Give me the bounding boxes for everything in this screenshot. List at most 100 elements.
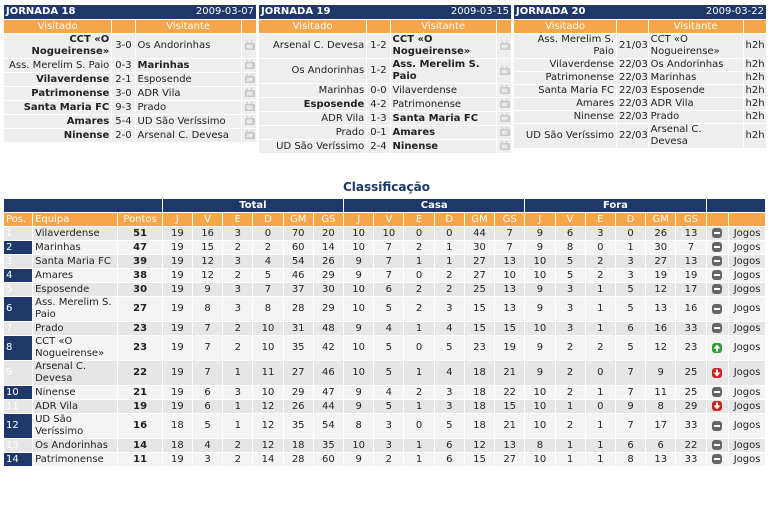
- stat: 0: [585, 361, 615, 385]
- games-link[interactable]: Jogos: [733, 453, 761, 465]
- stat: 1: [404, 453, 434, 466]
- column-title: GS: [495, 213, 525, 226]
- h2h-link[interactable]: h2h: [745, 111, 765, 122]
- games-link[interactable]: Jogos: [733, 303, 761, 314]
- home-team: Ninense: [514, 111, 617, 123]
- team-name: Ninense: [33, 386, 118, 399]
- stat: 7: [374, 269, 404, 282]
- match-row: Arsenal C. Devesa 1-2 CCT «O Nogueirense»: [259, 34, 511, 58]
- stat: 29: [313, 297, 344, 321]
- home-team: Santa Maria FC: [4, 101, 112, 114]
- games-link[interactable]: Jogos: [733, 386, 761, 398]
- stat: 28: [283, 297, 313, 321]
- stat: 13: [646, 453, 676, 466]
- stat: 3: [223, 227, 253, 240]
- games-cell: Jogos: [729, 241, 765, 254]
- match-middle: 2-0: [112, 129, 135, 142]
- games-link[interactable]: Jogos: [733, 227, 761, 239]
- match-extra: [241, 115, 256, 128]
- stat: 7: [192, 336, 223, 360]
- stat: 13: [495, 283, 525, 296]
- games-link[interactable]: Jogos: [733, 367, 761, 378]
- stat: 1: [555, 453, 585, 466]
- away-header: Visitante: [648, 20, 743, 33]
- stat: 15: [464, 297, 495, 321]
- stat: 17: [646, 414, 676, 438]
- away-team: CCT «O Nogueirense»: [648, 34, 743, 58]
- h2h-link[interactable]: h2h: [745, 85, 765, 96]
- stat: 10: [344, 283, 374, 296]
- stat: 47: [313, 386, 344, 399]
- away-team: Ninense: [390, 140, 496, 153]
- home-team: UD São Veríssimo: [259, 140, 367, 153]
- stat: 10: [525, 269, 555, 282]
- games-link[interactable]: Jogos: [733, 420, 761, 431]
- stat: 4: [434, 361, 464, 385]
- stat: 18: [283, 439, 313, 452]
- stat: 2: [223, 453, 253, 466]
- stat: 1: [555, 400, 585, 413]
- games-link[interactable]: Jogos: [733, 342, 761, 353]
- stat: 70: [283, 227, 313, 240]
- match-row: Santa Maria FC 9-3 Prado: [4, 101, 256, 114]
- stat: 3: [223, 255, 253, 268]
- match-row: UD São Veríssimo 22/03 Arsenal C. Devesa h2…: [514, 124, 766, 148]
- match-row: Vilaverdense 2-1 Esposende: [4, 73, 256, 86]
- away-team: ADR Vila: [135, 87, 241, 100]
- away-team: Arsenal C. Devesa: [135, 129, 241, 142]
- match-extra: h2h: [743, 85, 766, 97]
- match-middle: 22/03: [617, 98, 648, 110]
- h2h-link[interactable]: h2h: [745, 98, 765, 109]
- match-middle: 0-1: [367, 126, 390, 139]
- match-middle: 22/03: [617, 59, 648, 71]
- h2h-link[interactable]: h2h: [745, 130, 765, 141]
- match-extra: [496, 112, 511, 125]
- games-link[interactable]: Jogos: [733, 255, 761, 267]
- trend-icon: [712, 342, 723, 353]
- round-box: JORNADA 19 2009-03-15 Visitado Visitante Ars…: [258, 4, 512, 154]
- stat: 18: [464, 414, 495, 438]
- match-row: CCT «O Nogueirense» 3-0 Os Andorinhas: [4, 34, 256, 58]
- stat: 2: [223, 439, 253, 452]
- group-gap: [706, 199, 765, 212]
- stat: 8: [646, 400, 676, 413]
- match-middle: 9-3: [112, 101, 135, 114]
- stat: 13: [495, 439, 525, 452]
- games-link[interactable]: Jogos: [733, 241, 761, 253]
- away-team: Marinhas: [135, 59, 241, 72]
- stat: 19: [676, 269, 706, 282]
- stat: 1: [404, 361, 434, 385]
- stat: 7: [374, 255, 404, 268]
- column-title: Equipa: [33, 213, 118, 226]
- match-row: Santa Maria FC 22/03 Esposende h2h: [514, 85, 766, 97]
- stat: 12: [192, 255, 223, 268]
- stat: 16: [676, 297, 706, 321]
- stat: 19: [162, 400, 192, 413]
- stat: 2: [555, 414, 585, 438]
- position: 8: [4, 336, 33, 360]
- games-link[interactable]: Jogos: [733, 283, 761, 295]
- stat: 33: [676, 322, 706, 335]
- h2h-link[interactable]: h2h: [745, 59, 765, 70]
- home-team: Vilaverdense: [4, 73, 112, 86]
- match-row: Amares 5-4 UD São Veríssimo: [4, 115, 256, 128]
- round-header-cell: JORNADA 19 2009-03-15: [259, 5, 511, 19]
- stat: 26: [283, 400, 313, 413]
- stat: 29: [676, 400, 706, 413]
- stat: 27: [464, 255, 495, 268]
- trend-cell: [706, 361, 729, 385]
- group-gap: [4, 199, 162, 212]
- stat: 9: [344, 269, 374, 282]
- games-link[interactable]: Jogos: [733, 322, 761, 334]
- games-link[interactable]: Jogos: [733, 400, 761, 412]
- games-link[interactable]: Jogos: [733, 269, 761, 281]
- standing-row: 13 Os Andorinhas 14 18 4 2 12 18 35 10 3 1 6 12 13 8 1 1 6…: [4, 439, 765, 452]
- games-link[interactable]: Jogos: [733, 439, 761, 451]
- stat: 9: [344, 400, 374, 413]
- tv-icon: [499, 64, 510, 75]
- h2h-link[interactable]: h2h: [745, 40, 765, 51]
- h2h-link[interactable]: h2h: [745, 72, 765, 83]
- position: 7: [4, 322, 33, 335]
- stat: 9: [646, 361, 676, 385]
- match-middle: 3-0: [112, 87, 135, 100]
